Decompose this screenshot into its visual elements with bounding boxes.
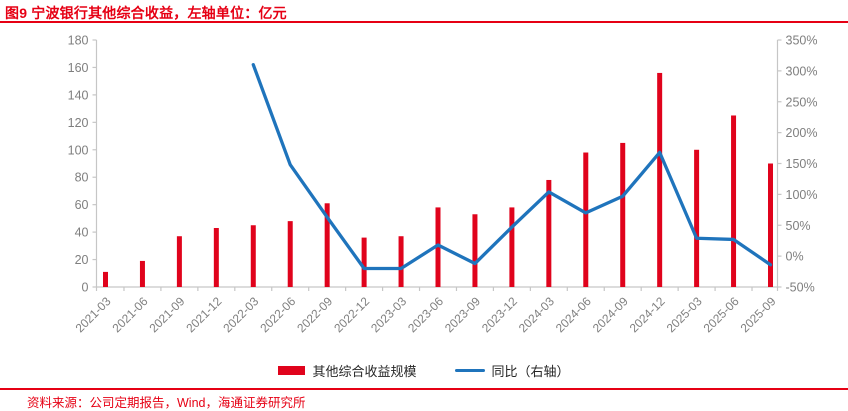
- y-axis-label-right: -50%: [786, 281, 815, 295]
- bar: [213, 227, 219, 287]
- source-note: 资料来源：公司定期报告，Wind，海通证券研究所: [27, 396, 306, 410]
- bar: [472, 214, 478, 287]
- bar: [546, 179, 552, 287]
- title-underline: [0, 21, 848, 23]
- y-axis-label-left: 80: [75, 171, 89, 185]
- bar: [324, 203, 330, 287]
- bar: [398, 236, 404, 287]
- x-axis-label: 2023-09: [442, 294, 483, 335]
- x-axis-label: 2021-03: [73, 294, 114, 335]
- x-axis-label: 2021-06: [110, 294, 151, 335]
- trend-line: [251, 63, 773, 271]
- y-axis-label-right: 200%: [786, 126, 818, 140]
- bar-series-swatch-icon: [278, 365, 306, 375]
- bar: [768, 163, 773, 287]
- y-axis-label-right: 300%: [786, 64, 818, 78]
- y-axis-label-left: 180: [68, 34, 89, 48]
- bar: [103, 271, 108, 287]
- legend-label-line-series: 同比（右轴）: [491, 363, 570, 379]
- bar: [620, 142, 626, 287]
- footer-divider: [0, 388, 848, 390]
- y-axis-label-right: 150%: [786, 157, 818, 171]
- bar: [583, 152, 589, 287]
- line-series-swatch-icon: [454, 368, 485, 372]
- y-axis-label-left: 140: [68, 88, 89, 102]
- bar: [657, 72, 663, 287]
- y-axis-label-left: 160: [68, 61, 89, 75]
- x-axis-label: 2021-12: [183, 294, 224, 335]
- chart-area: 0 20 40 60 80 100 120 140 160 180 -50% 0% 50% 100% 150…: [68, 34, 818, 336]
- x-axis-label: 2025-03: [664, 294, 705, 335]
- legend-item-bar-series: 其他综合收益规模: [278, 361, 417, 380]
- y-axis-label-right: 250%: [786, 95, 818, 109]
- x-axis-label: 2021-09: [146, 294, 187, 335]
- bar: [694, 149, 700, 287]
- bar: [287, 221, 293, 287]
- x-axis-label: 2025-09: [738, 294, 779, 335]
- y-axis-label-left: 120: [68, 116, 89, 130]
- y-axis-label-right: 100%: [786, 188, 818, 202]
- x-axis-label: 2024-03: [516, 294, 557, 335]
- y-axis-label-right: 0%: [786, 250, 804, 264]
- chart-canvas: 0 20 40 60 80 100 120 140 160 180 -50% 0% 50% 100% 150…: [68, 34, 818, 336]
- y-axis-label-left: 20: [75, 253, 89, 267]
- bar: [435, 207, 441, 287]
- x-axis-label: 2023-03: [368, 294, 409, 335]
- y-axis-label-left: 0: [82, 281, 89, 295]
- x-axis-label: 2022-09: [294, 294, 335, 335]
- x-axis-label: 2023-06: [405, 294, 446, 335]
- x-axis-label: 2022-06: [257, 294, 298, 335]
- y-axis-label-left: 40: [75, 226, 89, 240]
- bar: [176, 236, 182, 287]
- y-axis-label-right: 350%: [786, 34, 818, 48]
- x-axis-label: 2025-06: [701, 294, 742, 335]
- figure-title: 图9 宁波银行其他综合收益，左轴单位：亿元: [5, 5, 287, 21]
- x-axis-label: 2024-12: [627, 294, 668, 335]
- x-axis-label: 2023-12: [479, 294, 520, 335]
- x-axis-label: 2022-12: [331, 294, 372, 335]
- bar: [139, 260, 145, 287]
- chart-legend: 其他综合收益规模 同比（右轴）: [0, 359, 848, 381]
- x-axis-label: 2024-06: [553, 294, 594, 335]
- bar: [361, 237, 367, 287]
- bar: [731, 115, 737, 287]
- y-axis-label-left: 100: [68, 143, 89, 157]
- bar: [509, 207, 515, 287]
- bar: [250, 225, 256, 287]
- y-axis-label-left: 60: [75, 198, 89, 212]
- legend-item-line-series: 同比（右轴）: [454, 361, 570, 380]
- y-axis-label-right: 50%: [786, 219, 811, 233]
- legend-label-bar-series: 其他综合收益规模: [312, 363, 417, 379]
- x-axis-label: 2024-09: [590, 294, 631, 335]
- x-axis-label: 2022-03: [220, 294, 261, 335]
